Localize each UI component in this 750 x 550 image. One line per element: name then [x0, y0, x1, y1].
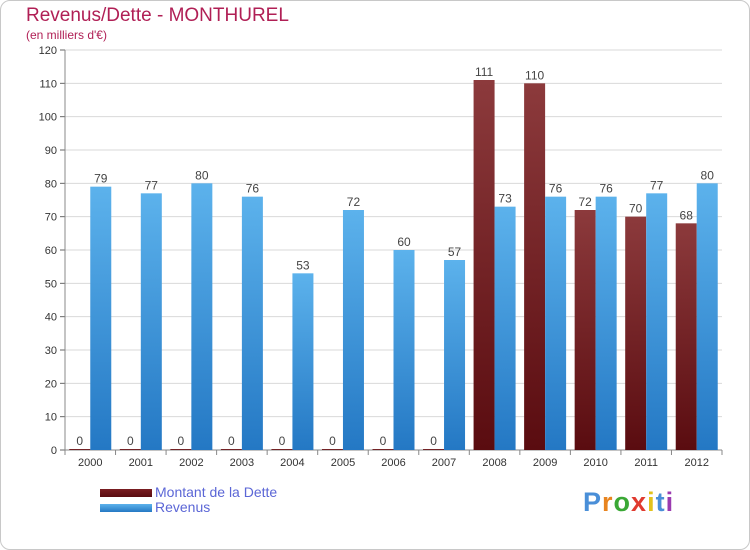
value-label-revenue: 80 — [701, 168, 715, 182]
value-label-debt: 70 — [629, 202, 643, 216]
value-label-revenue: 60 — [397, 235, 411, 249]
value-label-revenue: 57 — [448, 245, 462, 259]
value-label-revenue: 77 — [650, 178, 664, 192]
y-tick-label: 10 — [45, 412, 57, 424]
bar-debt — [625, 216, 647, 450]
x-tick-label: 2010 — [583, 457, 607, 469]
value-label-debt: 110 — [525, 68, 544, 82]
bar-debt — [372, 449, 394, 450]
value-labels: 0 79 0 77 0 80 0 76 0 53 0 72 0 60 0 57 111 73 110 76 72 76 70… — [76, 65, 714, 448]
legend-swatch-revenue — [100, 504, 152, 512]
legend-label-revenue: Revenus — [155, 499, 211, 515]
logo-letter: i — [665, 487, 675, 517]
legend-label-debt: Montant de la Dette — [155, 484, 278, 500]
bars — [69, 80, 718, 451]
bar-debt — [574, 210, 596, 450]
y-tick-label: 90 — [45, 145, 57, 157]
value-label-debt: 0 — [228, 434, 235, 448]
bar-debt — [524, 83, 546, 450]
bar-revenue — [241, 196, 263, 450]
y-tick-label: 30 — [45, 345, 57, 357]
x-tick-label: 2008 — [482, 457, 506, 469]
value-label-debt: 0 — [380, 434, 387, 448]
value-label-debt: 0 — [127, 434, 134, 448]
legend-swatch-debt — [100, 489, 152, 497]
bar-debt — [119, 449, 141, 450]
y-tick-label: 60 — [45, 245, 57, 257]
logo-letter: o — [613, 487, 632, 517]
y-tick-label: 50 — [45, 278, 57, 290]
value-label-debt: 0 — [279, 434, 286, 448]
proxiti-logo: Proxiti — [583, 487, 674, 518]
value-label-revenue: 80 — [195, 168, 209, 182]
bar-revenue — [595, 196, 617, 450]
chart-subtitle: (en milliers d'€) — [26, 28, 107, 42]
value-label-debt: 72 — [578, 195, 592, 209]
y-tick-label: 40 — [45, 312, 57, 324]
bar-debt — [423, 449, 445, 450]
x-tick-label: 2003 — [230, 457, 254, 469]
y-tick-label: 80 — [45, 178, 57, 190]
value-label-debt: 111 — [475, 65, 494, 79]
value-label-revenue: 76 — [246, 182, 260, 196]
logo-letter: t — [655, 487, 666, 517]
y-tick-label: 100 — [39, 112, 57, 124]
bar-revenue — [545, 196, 567, 450]
y-tick-label: 70 — [45, 212, 57, 224]
bar-debt — [321, 449, 343, 450]
value-label-revenue: 72 — [347, 195, 361, 209]
value-label-revenue: 79 — [94, 172, 108, 186]
logo-letter: x — [631, 487, 648, 517]
x-tick-label: 2004 — [280, 457, 304, 469]
x-tick-label: 2011 — [634, 457, 658, 469]
value-label-revenue: 77 — [145, 178, 159, 192]
y-tick-label: 0 — [51, 445, 57, 457]
bar-revenue — [140, 193, 162, 451]
x-axis: 2000 2001 2002 2003 2004 2005 2006 2007 2008 2009… — [64, 450, 723, 469]
x-tick-label: 2000 — [78, 457, 102, 469]
bar-revenue — [646, 193, 668, 451]
bar-debt — [69, 449, 91, 450]
value-label-debt: 0 — [329, 434, 336, 448]
bar-debt — [170, 449, 192, 450]
x-tick-label: 2005 — [331, 457, 355, 469]
bar-revenue — [191, 183, 213, 451]
x-tick-label: 2012 — [684, 457, 708, 469]
bar-revenue — [494, 206, 516, 450]
bar-debt — [220, 449, 242, 450]
chart-title: Revenus/Dette - MONTHUREL — [26, 5, 289, 26]
y-tick-label: 120 — [39, 45, 57, 57]
value-label-debt: 0 — [430, 434, 437, 448]
logo-letter: i — [647, 487, 656, 517]
bar-revenue — [393, 250, 415, 450]
value-label-revenue: 53 — [296, 258, 310, 272]
bar-debt — [675, 223, 697, 450]
value-label-debt: 0 — [178, 434, 185, 448]
x-tick-label: 2002 — [179, 457, 203, 469]
x-tick-label: 2009 — [533, 457, 557, 469]
bar-revenue — [292, 273, 314, 450]
logo-letter: P — [583, 487, 603, 517]
x-tick-label: 2007 — [432, 457, 456, 469]
value-label-revenue: 76 — [599, 182, 613, 196]
bar-revenue — [444, 260, 466, 450]
logo-letter: r — [602, 487, 614, 517]
y-tick-label: 110 — [39, 78, 57, 90]
bar-revenue — [342, 210, 364, 450]
value-label-debt: 0 — [76, 434, 83, 448]
value-label-revenue: 76 — [549, 182, 563, 196]
x-tick-label: 2001 — [129, 457, 153, 469]
value-label-revenue: 73 — [498, 192, 512, 206]
bar-debt — [271, 449, 293, 450]
bar-revenue — [90, 186, 112, 450]
bar-revenue — [696, 183, 718, 451]
bar-debt — [473, 80, 495, 450]
y-tick-label: 20 — [45, 378, 57, 390]
x-tick-label: 2006 — [381, 457, 405, 469]
value-label-debt: 68 — [680, 208, 694, 222]
